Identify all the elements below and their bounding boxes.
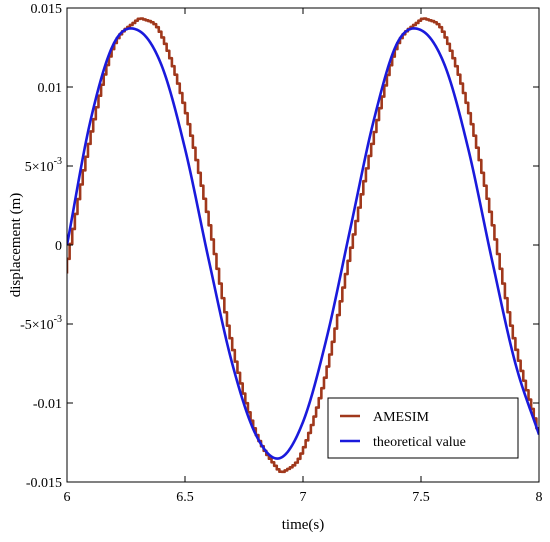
y-tick-label: 0.01 xyxy=(38,81,63,96)
y-tick-label: -0.015 xyxy=(26,476,62,491)
y-tick-label-base: 5×10 xyxy=(25,160,54,175)
legend: AMESIM theoretical value xyxy=(327,397,519,459)
legend-label-theoretical: theoretical value xyxy=(373,435,466,450)
y-tick-label: 0.015 xyxy=(31,2,63,17)
x-tick-label: 6 xyxy=(64,490,71,505)
y-tick-label: -5×10-3 xyxy=(20,314,62,333)
legend-box xyxy=(327,397,519,459)
y-tick-label-base: 0 xyxy=(55,239,62,254)
y-tick-label-exponent: -3 xyxy=(54,314,62,325)
y-tick-label-base: -5×10 xyxy=(20,318,54,333)
y-tick-label-base: -0.015 xyxy=(26,476,62,491)
y-tick-label-base: -0.01 xyxy=(33,397,62,412)
x-tick-label: 7.5 xyxy=(412,490,430,505)
y-tick-label-exponent: -3 xyxy=(54,156,62,167)
legend-label-amesim: AMESIM xyxy=(373,410,430,425)
x-tick-label: 6.5 xyxy=(176,490,194,505)
series-line-amesim xyxy=(67,17,539,474)
series-line-theoretical xyxy=(67,27,539,460)
series-layer xyxy=(67,17,539,474)
y-tick-label: 5×10-3 xyxy=(25,156,62,175)
y-tick-label-base: 0.01 xyxy=(38,81,63,96)
y-axis-label: displacement (m) xyxy=(8,193,24,298)
x-axis-label: time(s) xyxy=(282,517,325,533)
y-tick-label: 0 xyxy=(55,239,62,254)
y-tick-label-base: 0.015 xyxy=(31,2,63,17)
x-tick-label: 8 xyxy=(536,490,543,505)
tick-layer: 6 6.5 7 7.5 80.0150.015×10-30-5×10-3-0.01-0.… xyxy=(20,2,542,505)
y-tick-label: -0.01 xyxy=(33,397,62,412)
x-tick-label: 7 xyxy=(300,490,307,505)
